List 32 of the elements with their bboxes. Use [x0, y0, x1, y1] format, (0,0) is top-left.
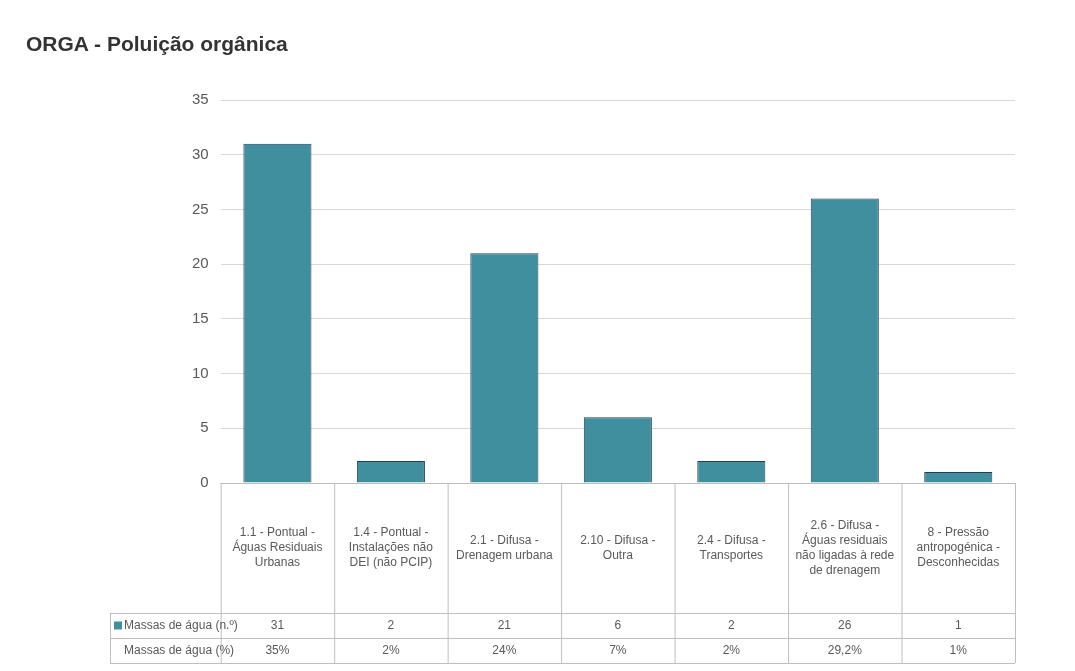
data-label: 1 [954, 617, 962, 632]
x-tick-label: 2.10 - Difusa - Outra [580, 532, 656, 562]
y-tick-label: 0 [200, 473, 209, 491]
data-label: 2 [387, 617, 395, 632]
chart-title: ORGA - Poluição orgânica [26, 31, 289, 55]
y-tick-label: 5 [200, 418, 209, 436]
text: 24% [492, 642, 517, 657]
legend-label: Massas de água (n.º) [124, 617, 238, 632]
data-label: 26 [838, 617, 852, 632]
text: 35% [265, 642, 290, 657]
x-tick-label: 2.4 - Difusa - Transportes [696, 532, 766, 562]
y-tick-label: 35 [192, 90, 209, 108]
text: Massas de água (%) [124, 642, 235, 657]
data-label: 21 [497, 617, 512, 632]
y-tick-label: 10 [192, 363, 209, 381]
y-tick-label: 15 [192, 309, 209, 326]
text: 29,2% [827, 642, 862, 657]
x-tick-label: 1.1 - Pontual - Águas Residuais Urbanas [232, 525, 323, 570]
data-label: 6 [614, 617, 622, 632]
x-tick-label: 1.4 - Pontual - Instalações não DEI (não PCIP) [348, 525, 434, 570]
text: 1% [949, 642, 967, 657]
x-tick-label: 8 - Pressão antropogénica - Desconhecidas [916, 525, 1000, 570]
text: 2% [722, 642, 740, 657]
y-tick-label: 20 [192, 254, 209, 272]
x-tick-label: 2.6 - Difusa - Águas residuais não ligadas à rede de drenagem [795, 517, 895, 577]
data-label: 31 [270, 617, 285, 632]
x-tick-label: 2.1 - Difusa - Drenagem urbana [456, 532, 554, 562]
text: 7% [609, 642, 627, 657]
y-tick-label: 30 [192, 144, 209, 162]
y-tick-label: 25 [192, 199, 209, 217]
data-label: 2 [727, 617, 735, 632]
text: 2% [382, 642, 400, 657]
